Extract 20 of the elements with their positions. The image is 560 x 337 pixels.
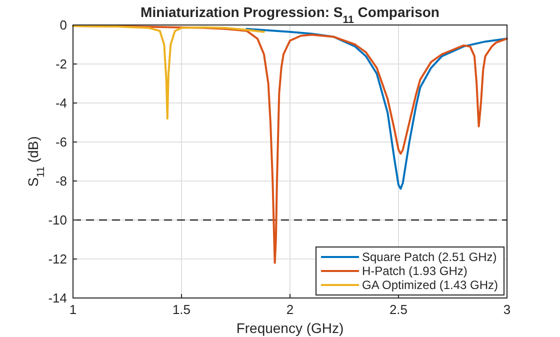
x-tick-label: 2 [286,302,294,317]
y-tick-label: -12 [48,252,67,267]
y-tick-label: -6 [55,134,67,150]
y-tick-label: -2 [55,56,67,72]
x-axis-title: Frequency (GHz) [236,320,344,336]
line-series [72,24,265,120]
y-tick-label: -14 [48,290,67,306]
y-tick-label: 0 [60,18,67,33]
y-tick-label: -10 [48,212,67,228]
y-tick-label: -4 [55,96,67,111]
x-tick-label: 1.5 [172,302,191,317]
legend-label: GA Optimized (1.43 GHz) [362,278,498,292]
legend-label: Square Patch (2.51 GHz) [362,250,497,264]
x-tick-label: 3 [503,302,511,317]
line-series [246,28,508,190]
legend-label: H-Patch (1.93 GHz) [362,264,468,278]
x-tick-label: 2.5 [389,302,408,317]
x-tick-label: 1 [69,302,77,317]
chart-title: Miniaturization Progression: S$_{11}$ Comparison [140,4,440,26]
y-tick-label: -8 [55,174,67,189]
